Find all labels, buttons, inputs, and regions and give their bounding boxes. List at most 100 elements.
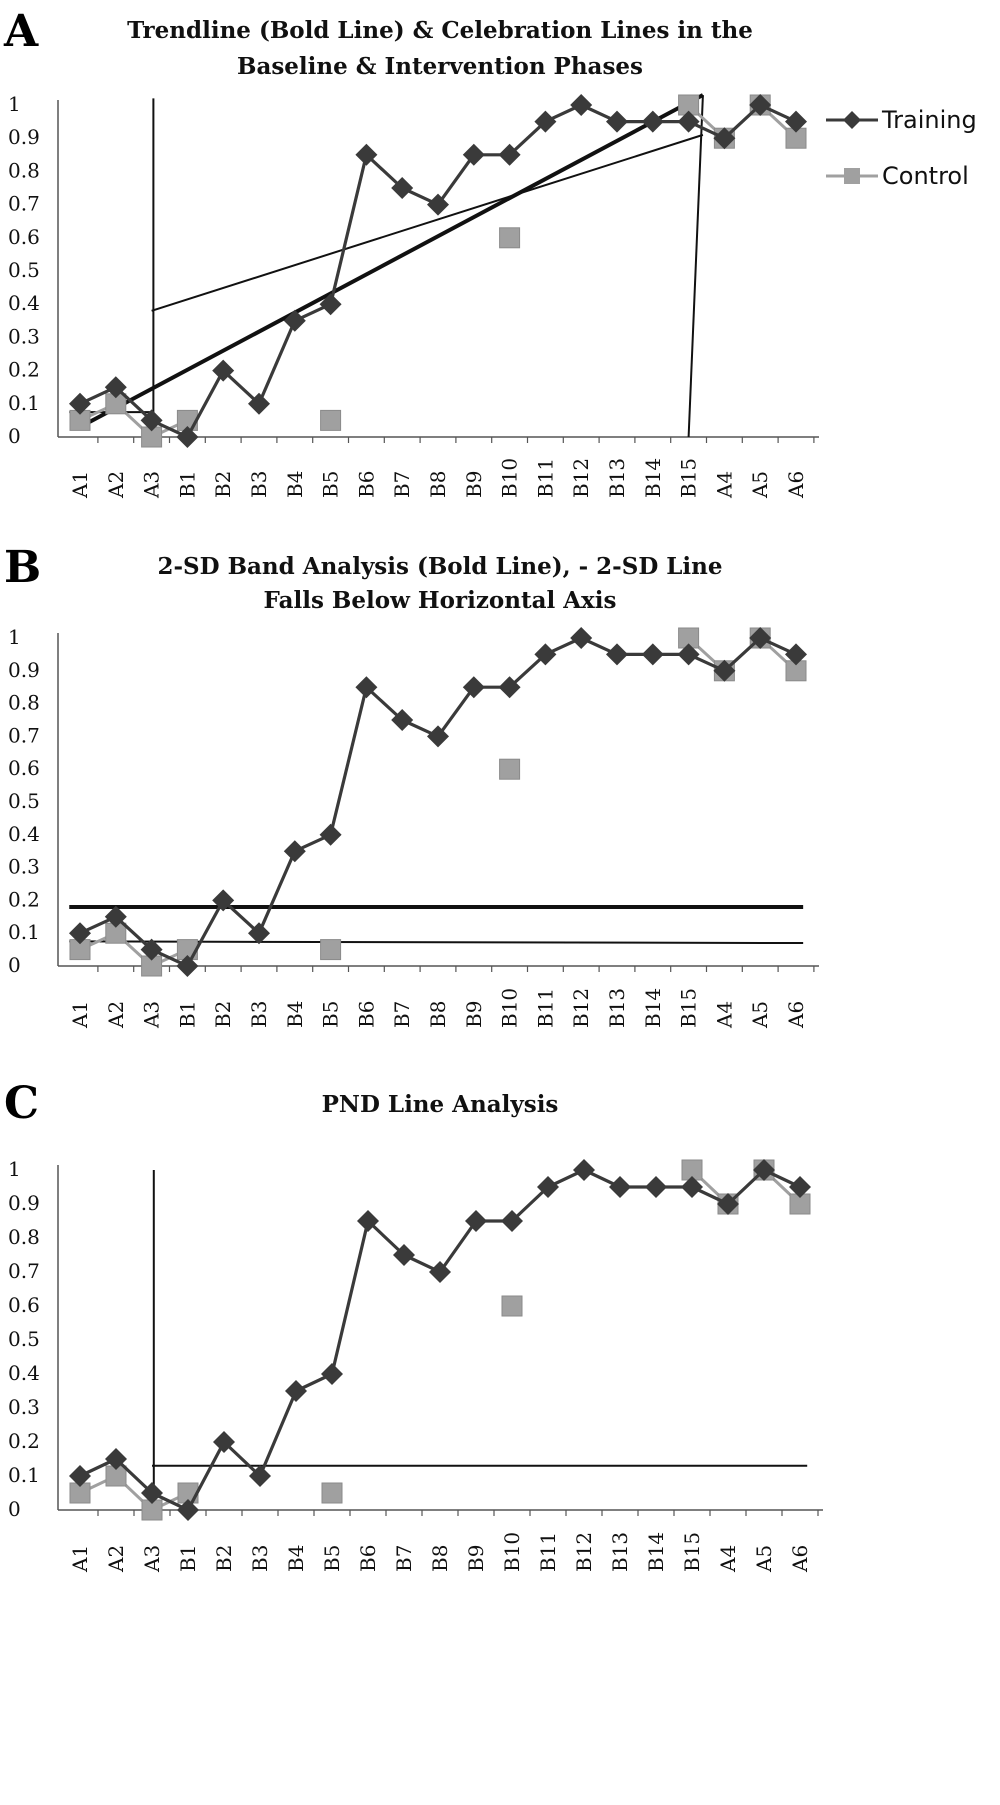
series-line-training	[114, 915, 153, 951]
data-point-training	[606, 643, 628, 666]
y-tick-label: 0	[8, 424, 21, 448]
data-point-training	[283, 840, 306, 863]
x-tick-label: A5	[748, 1001, 772, 1029]
data-point-training	[713, 127, 736, 150]
y-tick-label: 0.7	[8, 723, 40, 747]
data-point-training	[641, 110, 664, 133]
legend-marker-training	[843, 111, 861, 129]
data-point-control	[321, 1482, 343, 1504]
x-tick-label: B13	[605, 988, 629, 1028]
y-tick-label: 0.9	[8, 658, 40, 682]
data-point-training	[641, 643, 664, 666]
data-point-training	[717, 1193, 739, 1215]
data-point-control	[320, 939, 342, 961]
data-point-training	[677, 643, 700, 666]
y-tick-label: 0.2	[8, 887, 40, 911]
reference-line-phase-line-end	[687, 94, 704, 438]
reference-line-trendline-bold	[79, 93, 704, 429]
x-tick-label: B5	[319, 471, 343, 498]
data-point-training	[248, 392, 270, 415]
x-tick-label: B3	[247, 1001, 271, 1028]
x-tick-label: B14	[641, 458, 665, 498]
series-line-training	[436, 153, 476, 206]
panel-letter: C	[4, 1078, 39, 1129]
x-tick-label: B4	[283, 471, 307, 498]
y-tick-label: 0	[8, 953, 21, 977]
x-tick-label: B11	[533, 458, 557, 498]
x-tick-label: B12	[569, 988, 593, 1028]
x-tick-label: A3	[140, 1545, 164, 1573]
data-point-training	[570, 94, 593, 116]
series-line-training	[723, 103, 762, 140]
x-tick-label: B7	[390, 471, 414, 498]
x-tick-label: B12	[569, 458, 593, 498]
data-point-control	[501, 1295, 523, 1317]
data-point-training	[462, 143, 485, 166]
data-point-training	[645, 1176, 667, 1198]
data-point-training	[501, 1210, 523, 1232]
x-tick-label: B7	[392, 1545, 416, 1572]
y-tick-label: 0.3	[8, 324, 40, 348]
series-line-training	[185, 899, 225, 967]
x-tick-label: B9	[462, 471, 486, 498]
x-tick-label: B3	[248, 1545, 272, 1572]
x-tick-label: B5	[319, 1001, 343, 1028]
x-tick-label: B14	[641, 988, 665, 1028]
data-point-training	[321, 1363, 343, 1385]
data-point-training	[391, 709, 414, 731]
series-line-training	[222, 1440, 262, 1478]
data-point-training	[249, 1465, 271, 1487]
data-point-training	[749, 94, 772, 116]
chart-panel-b: B 2-SD Band Analysis (Bold Line), - 2-SD …	[4, 542, 819, 1029]
x-tick-label: B11	[533, 988, 557, 1028]
series-line-training	[365, 686, 404, 722]
data-point-training	[285, 1380, 307, 1402]
data-point-training	[570, 627, 593, 649]
y-tick-label: 0.9	[8, 125, 40, 149]
series-line-training	[510, 1185, 550, 1223]
y-tick-label: 0.4	[8, 1361, 40, 1385]
x-tick-label: A2	[104, 1545, 128, 1573]
data-point-training	[104, 376, 127, 399]
x-tick-label: B4	[284, 1545, 308, 1572]
y-tick-label: 0.2	[8, 1429, 40, 1453]
data-point-control	[320, 409, 342, 431]
legend-marker-control	[844, 168, 860, 184]
x-tick-label: A2	[104, 1001, 128, 1029]
x-tick-label: B6	[354, 1001, 378, 1028]
x-tick-label: A5	[748, 471, 772, 499]
data-point-training	[355, 143, 378, 166]
series-line-training	[508, 120, 547, 156]
data-point-training	[212, 359, 235, 382]
data-point-training	[140, 938, 163, 961]
x-tick-label: A6	[784, 471, 808, 499]
x-tick-label: B3	[247, 471, 271, 498]
data-point-training	[69, 922, 91, 945]
x-tick-label: B10	[500, 1532, 524, 1572]
series-line-training	[185, 369, 225, 438]
x-tick-label: B15	[677, 458, 701, 498]
series-line-training	[365, 153, 404, 190]
data-point-training	[789, 1176, 811, 1198]
data-point-training	[573, 1159, 595, 1181]
y-tick-label: 0.5	[8, 258, 40, 282]
panel-letter: A	[3, 6, 39, 57]
x-tick-label: B1	[175, 471, 199, 498]
data-point-training	[319, 823, 342, 846]
x-tick-label: B14	[644, 1532, 668, 1572]
series-line-training	[438, 1220, 478, 1273]
data-point-training	[212, 889, 235, 912]
data-point-training	[681, 1176, 703, 1198]
x-tick-label: B1	[176, 1545, 200, 1572]
reference-line-celebration-intervention	[151, 133, 704, 312]
x-tick-label: B5	[320, 1545, 344, 1572]
data-point-training	[498, 143, 521, 166]
x-tick-label: B11	[536, 1532, 560, 1572]
data-point-training	[140, 409, 163, 432]
series-line-training	[329, 154, 368, 305]
data-point-training	[427, 193, 449, 216]
y-tick-label: 0.6	[8, 225, 40, 249]
y-tick-label: 0.8	[8, 691, 40, 715]
data-point-training	[355, 676, 378, 699]
chart-title-line: Trendline (Bold Line) & Celebration Line…	[127, 17, 753, 44]
